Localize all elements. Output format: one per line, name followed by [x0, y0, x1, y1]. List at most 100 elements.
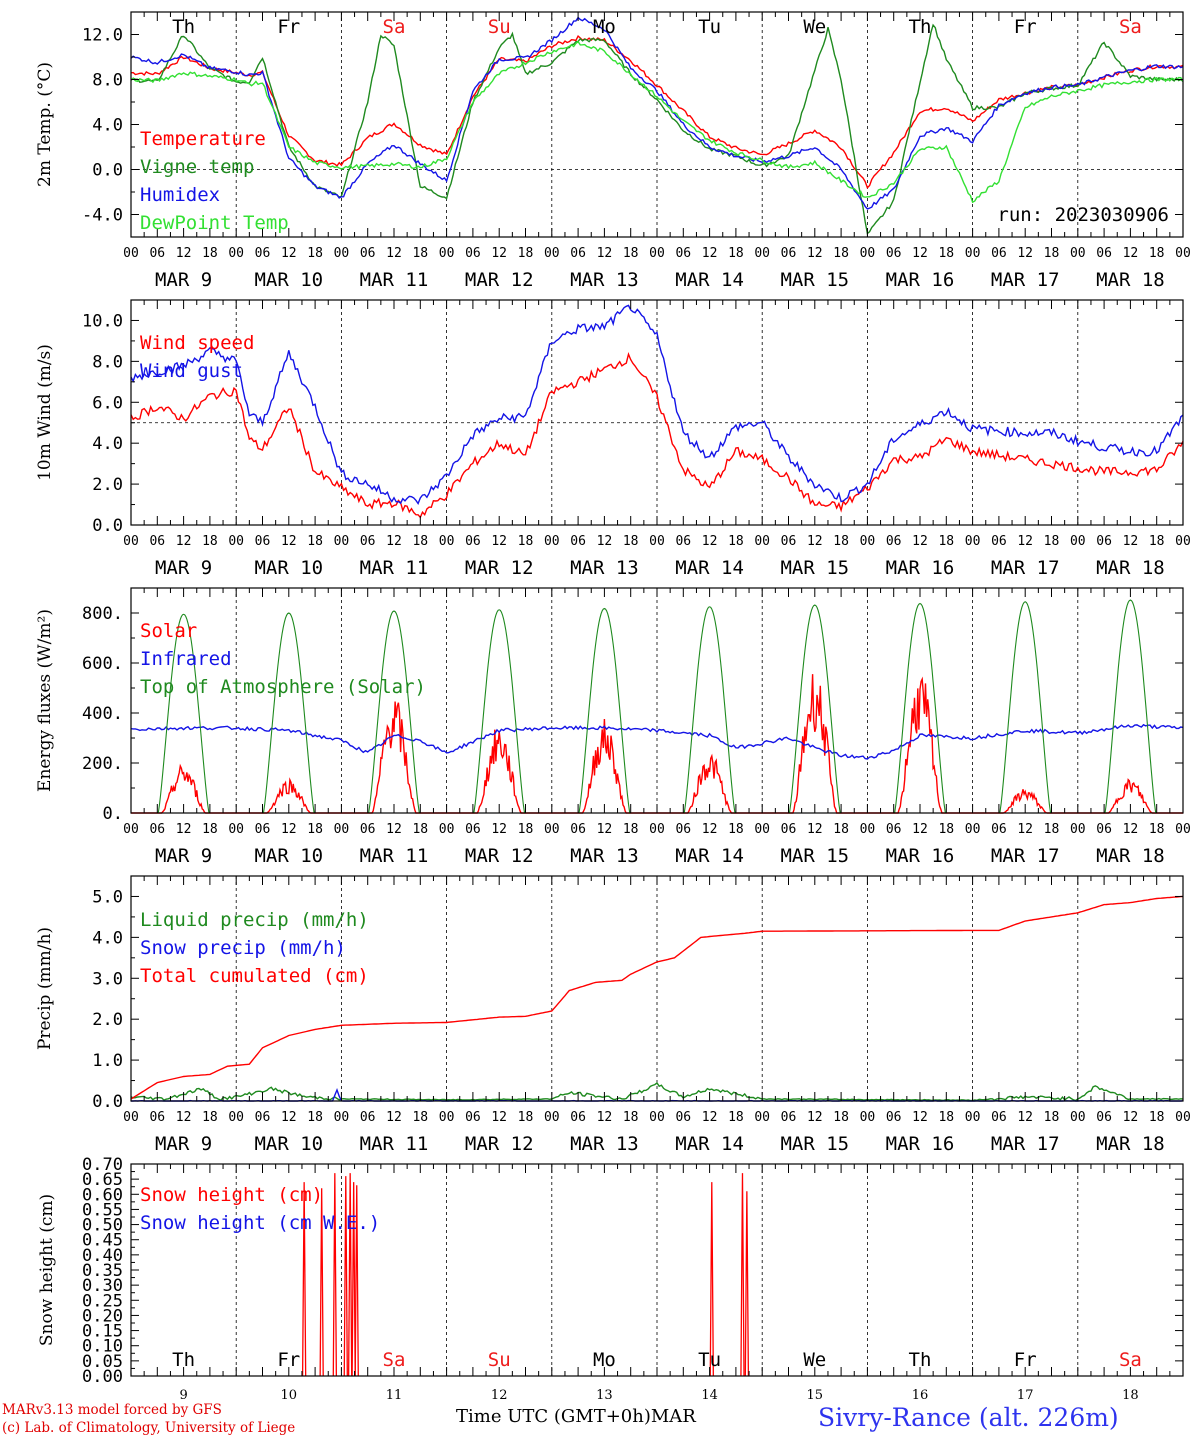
hour-tick-label: 00	[860, 822, 876, 837]
hour-tick-label: 00	[439, 1110, 455, 1125]
y-tick-label: 4.0	[92, 434, 123, 454]
hour-tick-label: 00	[228, 822, 244, 837]
hour-tick-label: 06	[675, 1110, 691, 1125]
weekday-label: Fr	[1014, 1349, 1037, 1371]
hour-tick-label: 18	[202, 1110, 218, 1125]
y-tick-label: 600.	[82, 654, 123, 674]
hour-tick-label: 18	[1044, 534, 1060, 549]
hour-tick-label: 12	[281, 822, 297, 837]
hour-tick-label: 12	[597, 1110, 613, 1125]
day-number-label: 10	[281, 1388, 298, 1403]
date-label: MAR 9	[155, 269, 212, 291]
weekday-label: Mo	[593, 16, 616, 38]
hour-tick-label: 06	[360, 246, 376, 261]
date-label: MAR 13	[570, 845, 639, 867]
y-tick-label: 4.0	[92, 928, 123, 948]
y-tick-label: 800.	[82, 604, 123, 624]
snow-spike	[319, 1188, 324, 1377]
date-label: MAR 13	[570, 269, 639, 291]
y-tick-label: 0.15	[82, 1322, 123, 1342]
hour-tick-label: 18	[1149, 822, 1165, 837]
hour-tick-label: 00	[334, 534, 350, 549]
y-tick-label: 0.55	[82, 1200, 123, 1220]
hour-tick-label: 12	[176, 1110, 192, 1125]
y-tick-label: 2.0	[92, 1010, 123, 1030]
y-tick-label: 0.05	[82, 1352, 123, 1372]
hour-tick-label: 00	[1070, 822, 1086, 837]
hour-tick-label: 00	[123, 534, 139, 549]
series-snow-height-cm	[301, 1173, 750, 1377]
date-label: MAR 12	[465, 269, 534, 291]
hour-tick-label: 00	[1070, 534, 1086, 549]
weekday-label: Mo	[593, 1349, 616, 1371]
weekday-label: We	[803, 16, 826, 38]
date-label: MAR 9	[155, 1133, 212, 1155]
hour-tick-label: 12	[1017, 822, 1033, 837]
hour-tick-label: 06	[149, 246, 165, 261]
legend-entry: Liquid precip (mm/h)	[140, 909, 369, 931]
hour-tick-label: 06	[991, 1110, 1007, 1125]
date-label: MAR 18	[1096, 1133, 1165, 1155]
y-tick-label: 6.0	[92, 393, 123, 413]
day-number-label: 9	[179, 1388, 187, 1403]
hour-tick-label: 00	[754, 534, 770, 549]
hour-tick-label: 06	[570, 822, 586, 837]
day-number-label: 11	[386, 1388, 403, 1403]
weekday-label: Sa	[1119, 1349, 1142, 1371]
date-label: MAR 18	[1096, 269, 1165, 291]
day-number-label: 16	[912, 1388, 929, 1403]
hour-tick-label: 18	[833, 822, 849, 837]
hour-tick-label: 06	[465, 534, 481, 549]
hour-tick-label: 12	[702, 246, 718, 261]
hour-tick-label: 18	[833, 1110, 849, 1125]
y-tick-label: 0.0	[92, 161, 123, 181]
date-label: MAR 16	[886, 557, 955, 579]
hour-tick-label: 00	[544, 534, 560, 549]
hour-tick-label: 06	[781, 1110, 797, 1125]
snow-spike	[744, 1191, 750, 1377]
legend-entry: DewPoint Temp	[140, 212, 289, 234]
hour-tick-label: 18	[623, 822, 639, 837]
y-tick-label: 0.	[103, 804, 123, 824]
hour-tick-label: 18	[833, 246, 849, 261]
hour-tick-label: 00	[439, 822, 455, 837]
date-label: MAR 16	[886, 269, 955, 291]
hour-tick-label: 12	[912, 1110, 928, 1125]
date-label: MAR 15	[780, 1133, 849, 1155]
date-label: MAR 16	[886, 845, 955, 867]
y-tick-label: 10.0	[82, 311, 123, 331]
hour-tick-label: 12	[281, 246, 297, 261]
date-label: MAR 17	[991, 1133, 1060, 1155]
hour-tick-label: 18	[833, 534, 849, 549]
hour-tick-label: 00	[334, 822, 350, 837]
hour-tick-label: 12	[386, 822, 402, 837]
hour-tick-label: 06	[675, 246, 691, 261]
hour-tick-label: 12	[491, 534, 507, 549]
hour-tick-label: 18	[1044, 822, 1060, 837]
hour-tick-label: 12	[386, 1110, 402, 1125]
hour-tick-label: 06	[149, 534, 165, 549]
hour-tick-label: 00	[1175, 246, 1191, 261]
series-dewpoint-temp	[130, 40, 1184, 204]
series-total-cumulated-cm	[130, 895, 1184, 1100]
y-tick-label: 0.25	[82, 1291, 123, 1311]
hour-tick-label: 00	[754, 1110, 770, 1125]
hour-tick-label: 06	[360, 534, 376, 549]
snow-spike	[709, 1182, 714, 1377]
panel-5: 0.000.050.100.150.200.250.300.350.400.45…	[37, 1155, 1184, 1403]
hour-tick-label: 12	[1123, 1110, 1139, 1125]
hour-tick-label: 18	[202, 822, 218, 837]
y-tick-label: 0.30	[82, 1276, 123, 1296]
date-label: MAR 15	[780, 269, 849, 291]
y-tick-label: 1.0	[92, 1051, 123, 1071]
date-label: MAR 10	[254, 1133, 323, 1155]
hour-tick-label: 06	[781, 822, 797, 837]
hour-tick-label: 12	[176, 822, 192, 837]
hour-tick-label: 12	[1123, 246, 1139, 261]
weekday-label: Th	[909, 16, 932, 38]
panel-1: -4.0 0.0 4.0 8.0 12.0 2m Temp. (°C) 00 06 12 18 00…	[35, 11, 1191, 291]
weekday-label: Sa	[1119, 16, 1142, 38]
hour-tick-label: 00	[334, 246, 350, 261]
hour-tick-label: 06	[886, 246, 902, 261]
hour-tick-label: 12	[1017, 246, 1033, 261]
